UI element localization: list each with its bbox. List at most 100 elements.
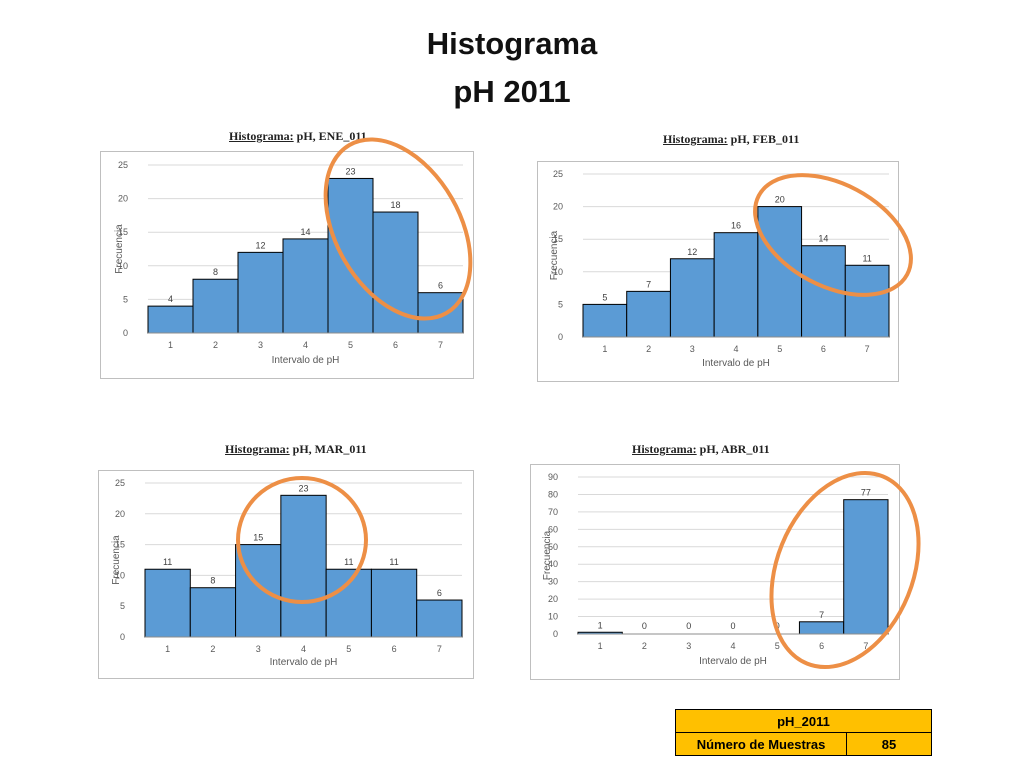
bar (713, 232, 759, 338)
y-tick-label: 30 (548, 577, 558, 587)
chart-title-text: pH, ENE_011 (296, 129, 367, 143)
chart-title-abr: Histograma: pH, ABR_011 (632, 442, 770, 457)
x-tick-label: 5 (775, 641, 780, 651)
data-label: 23 (298, 483, 308, 493)
slide-title-line2: pH 2011 (453, 74, 571, 109)
y-tick-label: 15 (115, 540, 125, 550)
data-label: 15 (253, 533, 263, 543)
data-label: 1 (598, 620, 603, 630)
x-axis-title: Intervalo de pH (702, 358, 770, 369)
x-tick-label: 1 (602, 344, 607, 354)
y-tick-label: 40 (548, 559, 558, 569)
y-tick-label: 0 (558, 332, 563, 342)
x-tick-label: 2 (213, 340, 218, 350)
chart-title-feb: Histograma: pH, FEB_011 (663, 132, 799, 147)
y-tick-label: 15 (118, 227, 128, 237)
bar (582, 303, 628, 338)
x-tick-label: 4 (730, 641, 735, 651)
bar (372, 211, 419, 334)
x-tick-label: 1 (165, 644, 170, 654)
y-axis-title: Frecuencia (549, 230, 560, 280)
y-tick-label: 0 (553, 629, 558, 639)
summary-row-label: Número de Muestras (675, 732, 847, 756)
y-tick-label: 60 (548, 524, 558, 534)
data-label: 0 (730, 621, 735, 631)
data-label: 20 (775, 195, 785, 205)
y-tick-label: 25 (553, 169, 563, 179)
bar (237, 251, 284, 334)
bar (757, 206, 803, 338)
histogram-mar: 0 5 10 15 20 25 11 1 8 2 15 3 23 4 11 5 11 6 6 7 Intervalo d… (98, 470, 474, 679)
y-tick-label: 90 (548, 472, 558, 482)
y-tick-label: 5 (558, 299, 563, 309)
bar (843, 499, 889, 635)
x-tick-label: 6 (821, 344, 826, 354)
x-tick-label: 1 (168, 340, 173, 350)
y-tick-label: 15 (553, 234, 563, 244)
histogram-abr: 0 10 20 30 40 50 60 70 80 90 1 1 0 2 0 3 0 4 0 5 7 6 77 7 Interv… (530, 464, 900, 680)
data-label: 11 (344, 557, 353, 567)
x-tick-label: 7 (437, 644, 442, 654)
data-label: 7 (646, 279, 651, 289)
x-tick-label: 7 (863, 641, 868, 651)
chart-title-mar: Histograma: pH, MAR_011 (225, 442, 367, 457)
bar (327, 177, 374, 334)
chart-title-prefix: Histograma: (632, 442, 697, 456)
data-label: 23 (345, 166, 355, 176)
data-label: 8 (210, 576, 215, 586)
bar (626, 290, 671, 338)
data-label: 16 (731, 221, 741, 231)
bar (325, 568, 372, 638)
x-tick-label: 3 (256, 644, 261, 654)
bar (235, 544, 282, 638)
bar (147, 305, 194, 334)
x-axis-title: Intervalo de pH (270, 657, 338, 668)
chart-title-text: pH, ABR_011 (699, 442, 770, 456)
bar (280, 494, 327, 638)
y-axis-title: Frecuencia (114, 224, 125, 274)
data-label: 0 (642, 621, 647, 631)
y-tick-label: 10 (115, 570, 125, 580)
y-tick-label: 0 (123, 328, 128, 338)
chart-title-text: pH, MAR_011 (292, 442, 367, 456)
bar (144, 568, 191, 638)
y-axis-title: Frecuencia (111, 535, 122, 585)
data-label: 11 (389, 557, 398, 567)
chart-title-ene: Histograma: pH, ENE_011 (229, 129, 367, 144)
y-tick-label: 50 (548, 542, 558, 552)
y-tick-label: 70 (548, 507, 558, 517)
x-axis-title: Intervalo de pH (699, 656, 767, 667)
histogram-abr-svg: 0102030405060708090110203040576777Interv… (542, 472, 889, 667)
y-axis-title: Frecuencia (542, 530, 553, 580)
histogram-ene: 0 5 10 15 20 25 4 1 8 2 12 3 14 4 23 5 18 6 6 7 Intervalo de… (100, 151, 474, 379)
x-tick-label: 4 (301, 644, 306, 654)
data-label: 6 (438, 281, 443, 291)
y-tick-label: 25 (118, 160, 128, 170)
data-label: 14 (300, 227, 310, 237)
bar (801, 245, 846, 338)
y-tick-label: 5 (120, 601, 125, 611)
histogram-feb: 0 5 10 15 20 25 5 1 7 2 12 3 16 4 20 5 14 6 11 7 Intervalo d… (537, 161, 899, 382)
data-label: 11 (163, 557, 172, 567)
y-tick-label: 20 (553, 202, 563, 212)
x-tick-label: 2 (642, 641, 647, 651)
y-tick-label: 5 (123, 294, 128, 304)
chart-title-prefix: Histograma: (229, 129, 294, 143)
bar (282, 238, 329, 334)
summary-table: pH_2011 Número de Muestras 85 (675, 709, 932, 756)
data-label: 12 (687, 247, 697, 257)
slide-title-line1: Histograma (426, 26, 598, 61)
x-tick-label: 2 (646, 344, 651, 354)
y-tick-label: 0 (120, 632, 125, 642)
data-label: 14 (818, 234, 828, 244)
data-label: 6 (437, 588, 442, 598)
x-tick-label: 4 (733, 344, 738, 354)
bar (844, 264, 890, 338)
x-tick-label: 7 (438, 340, 443, 350)
summary-row-value: 85 (846, 732, 932, 756)
bar (370, 568, 418, 638)
data-label: 12 (255, 240, 265, 250)
data-label: 8 (213, 267, 218, 277)
y-tick-label: 20 (548, 594, 558, 604)
data-label: 0 (686, 621, 691, 631)
